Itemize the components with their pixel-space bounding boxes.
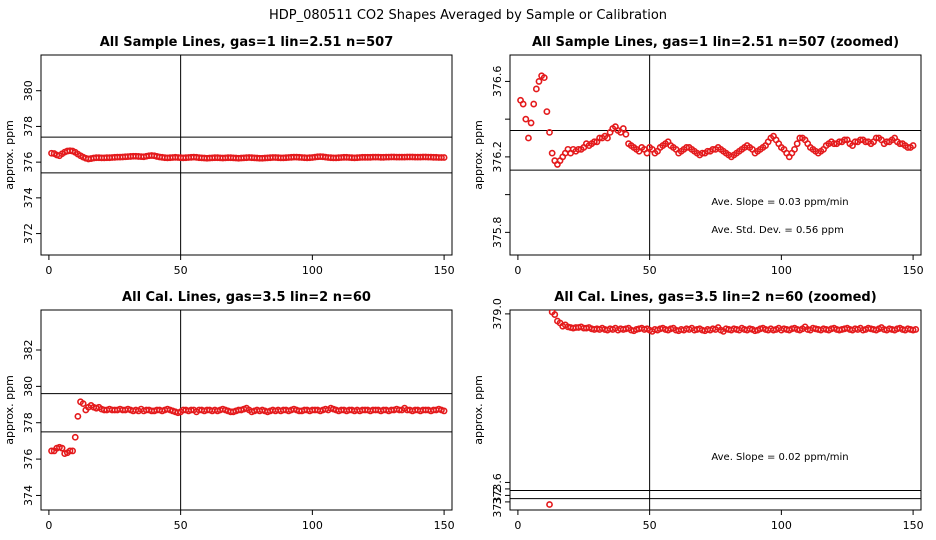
data-point <box>909 142 917 149</box>
y-axis-label: approx. ppm <box>3 120 16 190</box>
y-tick-label: 373.2 <box>491 486 504 517</box>
data-point <box>551 311 559 318</box>
annotation: Ave. Std. Dev. = 0.56 ppm <box>711 225 843 236</box>
data-point <box>546 501 553 508</box>
data-points <box>517 72 917 168</box>
plot-frame <box>509 309 922 511</box>
data-point <box>548 149 556 157</box>
data-point <box>546 128 553 136</box>
y-tick-label: 380 <box>22 376 35 397</box>
x-tick-label: 100 <box>771 519 792 532</box>
data-points <box>546 310 920 508</box>
figure-title: HDP_080511 CO2 Shapes Averaged by Sample… <box>269 8 667 23</box>
data-point <box>791 145 798 153</box>
y-axis-label: approx. ppm <box>472 120 485 190</box>
panel-title: All Cal. Lines, gas=3.5 lin=2 n=60 <box>122 290 371 305</box>
x-tick-label: 0 <box>45 264 52 277</box>
y-tick-label: 382 <box>22 340 35 361</box>
data-point <box>643 149 651 157</box>
y-tick-label: 380 <box>22 80 35 101</box>
panel-4: All Cal. Lines, gas=3.5 lin=2 n=60 (zoom… <box>472 290 924 532</box>
y-tick-label: 378 <box>22 116 35 137</box>
x-tick-label: 50 <box>174 264 188 277</box>
x-tick-label: 0 <box>45 519 52 532</box>
data-point <box>74 412 82 420</box>
y-tick-label: 379.0 <box>491 298 504 330</box>
data-point <box>590 138 598 146</box>
data-point <box>440 407 448 415</box>
panel-title: All Cal. Lines, gas=3.5 lin=2 n=60 (zoom… <box>554 290 876 305</box>
data-point <box>912 326 920 333</box>
data-point <box>519 100 527 108</box>
data-point <box>530 100 538 108</box>
x-tick-label: 0 <box>514 519 521 532</box>
data-point <box>69 447 77 455</box>
data-point <box>48 447 55 455</box>
x-tick-label: 50 <box>643 264 657 277</box>
annotation: Ave. Slope = 0.02 ppm/min <box>711 452 848 463</box>
data-point <box>438 154 445 161</box>
y-axis-label: approx. ppm <box>3 375 16 445</box>
x-tick-label: 100 <box>302 264 323 277</box>
data-point <box>535 78 543 85</box>
data-point <box>793 140 801 148</box>
panel-title: All Sample Lines, gas=1 lin=2.51 n=507 (… <box>532 35 899 50</box>
y-tick-label: 378 <box>22 412 35 433</box>
x-tick-label: 150 <box>903 519 924 532</box>
y-tick-label: 373.6 <box>491 473 504 505</box>
plot-frame <box>509 54 922 256</box>
data-point <box>79 400 87 408</box>
y-tick-label: 376 <box>22 449 35 470</box>
x-tick-label: 0 <box>514 264 521 277</box>
data-point <box>543 108 551 116</box>
x-tick-label: 50 <box>643 519 657 532</box>
y-axis-label: approx. ppm <box>472 375 485 445</box>
data-point <box>540 74 548 82</box>
data-points <box>48 398 448 458</box>
data-points <box>48 147 448 163</box>
data-point <box>841 136 848 144</box>
data-point <box>527 119 535 127</box>
data-point <box>71 433 79 441</box>
x-tick-label: 150 <box>903 264 924 277</box>
x-tick-label: 150 <box>434 264 455 277</box>
x-tick-label: 50 <box>174 519 188 532</box>
y-tick-label: 376.2 <box>491 141 504 173</box>
x-tick-label: 100 <box>302 519 323 532</box>
plot-frame <box>40 309 453 511</box>
panel-2: All Sample Lines, gas=1 lin=2.51 n=507 (… <box>472 35 924 277</box>
panel-title: All Sample Lines, gas=1 lin=2.51 n=507 <box>100 35 394 50</box>
data-point <box>604 134 611 142</box>
data-point <box>66 447 74 455</box>
x-tick-label: 150 <box>434 519 455 532</box>
panel-3: All Cal. Lines, gas=3.5 lin=2 n=60 0 50 100… <box>3 290 455 532</box>
data-point <box>440 154 448 161</box>
y-tick-label: 374 <box>22 485 35 506</box>
y-tick-label: 376.6 <box>491 66 504 98</box>
data-point <box>58 444 66 452</box>
data-point <box>525 134 532 142</box>
panel-1: All Sample Lines, gas=1 lin=2.51 n=507 0 5… <box>3 35 455 277</box>
panels: All Sample Lines, gas=1 lin=2.51 n=507 0 5… <box>3 35 924 532</box>
y-tick-label: 374 <box>22 187 35 208</box>
data-point <box>522 115 530 123</box>
data-point <box>622 130 630 138</box>
data-point <box>532 85 540 93</box>
plot-frame <box>40 54 453 256</box>
data-point <box>619 125 627 132</box>
y-tick-label: 376 <box>22 152 35 173</box>
annotation: Ave. Slope = 0.03 ppm/min <box>711 197 848 208</box>
y-tick-label: 375.8 <box>491 217 504 249</box>
x-tick-label: 100 <box>771 264 792 277</box>
y-tick-label: 372 <box>22 223 35 244</box>
